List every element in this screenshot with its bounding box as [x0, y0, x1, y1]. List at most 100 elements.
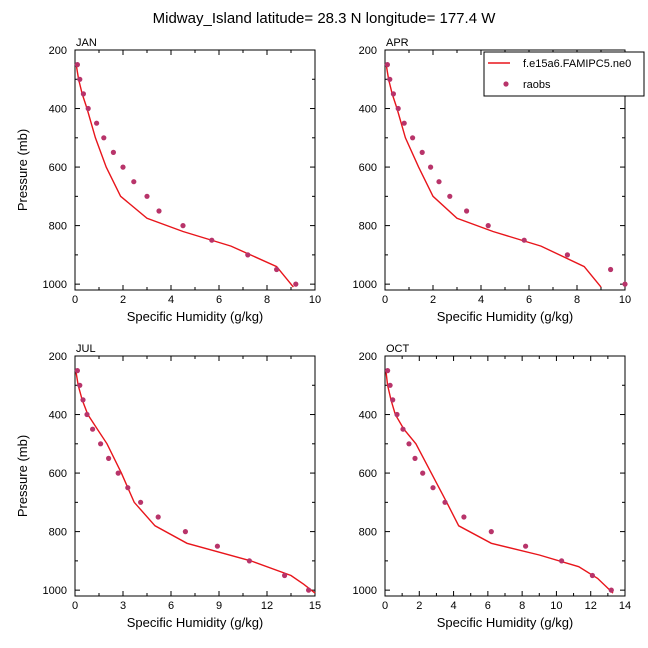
obs-point	[125, 485, 131, 491]
obs-point	[559, 558, 565, 564]
obs-point	[274, 266, 280, 273]
legend-box	[483, 51, 645, 97]
obs-point	[120, 164, 126, 170]
obs-point	[401, 120, 407, 126]
obs-point	[622, 281, 628, 287]
x-tick-label: 0	[382, 294, 388, 306]
obs-point	[485, 223, 491, 229]
obs-point	[436, 179, 442, 185]
obs-point	[180, 223, 186, 229]
obs-point	[115, 470, 121, 476]
y-tick-label: 1000	[353, 585, 377, 597]
obs-point	[282, 572, 288, 579]
obs-point	[387, 382, 393, 388]
x-tick-label: 2	[430, 294, 436, 306]
obs-point	[488, 529, 494, 535]
figure-title: Midway_Island latitude= 28.3 N longitude…	[153, 10, 497, 27]
x-tick-label: 3	[120, 600, 126, 612]
x-tick-label: 8	[574, 294, 580, 306]
obs-point	[80, 397, 86, 403]
y-tick-label: 800	[359, 527, 377, 539]
obs-point	[74, 368, 80, 374]
obs-point	[155, 514, 161, 520]
chart-legend: f.e15a6.FAMIPC5.ne0 raobs	[483, 51, 645, 97]
obs-point	[106, 455, 112, 461]
y-tick-label: 1000	[43, 585, 67, 597]
y-tick-label: 1000	[43, 279, 67, 291]
y-axis-label: Pressure (mb)	[15, 435, 30, 517]
x-tick-label: 12	[261, 600, 273, 612]
obs-point	[464, 208, 470, 214]
x-tick-label: 6	[168, 600, 174, 612]
panel-oct: 0 2 4 6 8 10 12 14 200 400 600 800 1000 OCT Specific H…	[353, 343, 632, 630]
legend-model-label: f.e15a6.FAMIPC5.ne0	[523, 58, 631, 70]
y-tick-label: 800	[49, 221, 67, 233]
obs-point	[390, 397, 396, 403]
x-tick-label: 10	[550, 600, 562, 612]
obs-point	[110, 149, 116, 155]
x-tick-label: 4	[478, 294, 484, 306]
obs-point	[94, 120, 100, 126]
obs-point	[428, 164, 434, 170]
obs-point	[608, 266, 614, 273]
y-tick-label: 800	[49, 527, 67, 539]
panel-apr: 0 2 4 6 8 10 200 400 600 800 1000 APR Specific Humid…	[353, 37, 632, 324]
obs-point	[442, 499, 448, 505]
x-tick-label: 2	[120, 294, 126, 306]
x-tick-label: 10	[309, 294, 321, 306]
x-tick-label: 2	[416, 600, 422, 612]
plot-frame	[74, 49, 316, 291]
obs-point	[410, 135, 416, 141]
y-tick-label: 800	[359, 221, 377, 233]
obs-point	[390, 91, 396, 97]
obs-point	[138, 499, 144, 505]
y-tick-label: 200	[49, 351, 67, 363]
obs-point	[385, 368, 391, 374]
obs-point	[400, 426, 406, 432]
plot-frame	[74, 355, 316, 597]
legend-obs-marker	[503, 81, 509, 87]
obs-point	[80, 91, 86, 97]
obs-point	[387, 76, 393, 82]
obs-point	[131, 179, 137, 185]
panel-label: JAN	[76, 37, 97, 49]
panel-label: OCT	[386, 343, 410, 355]
obs-point	[521, 237, 527, 243]
x-tick-label: 15	[309, 600, 321, 612]
obs-point	[406, 441, 412, 447]
obs-point	[84, 411, 90, 418]
obs-point	[74, 62, 80, 68]
x-tick-label: 4	[451, 600, 457, 612]
x-tick-label: 6	[526, 294, 532, 306]
obs-point	[589, 572, 596, 579]
y-axis-label: Pressure (mb)	[15, 129, 30, 211]
y-tick-label: 200	[359, 351, 377, 363]
obs-point	[608, 587, 614, 593]
x-tick-label: 14	[619, 600, 631, 612]
x-tick-label: 0	[72, 294, 78, 306]
y-tick-label: 600	[359, 468, 377, 480]
panel-label: JUL	[76, 343, 96, 355]
obs-point	[419, 149, 425, 155]
obs-point	[77, 76, 83, 82]
panel-jul: 0 3 6 9 12 15 200 400 600 800 1000 JUL Specific Humi…	[15, 343, 321, 630]
legend-obs-label: raobs	[523, 79, 551, 91]
obs-point	[101, 135, 107, 141]
plot-frame	[384, 355, 626, 597]
obs-point	[384, 62, 390, 68]
y-tick-label: 200	[359, 45, 377, 57]
obs-point	[90, 426, 96, 432]
obs-point	[293, 281, 299, 287]
model-profile-line	[75, 64, 294, 288]
obs-point	[209, 237, 215, 243]
y-tick-label: 600	[359, 162, 377, 174]
obs-point	[246, 558, 252, 564]
y-tick-label: 1000	[353, 279, 377, 291]
obs-point	[214, 543, 220, 549]
obs-point	[98, 441, 104, 447]
y-tick-label: 400	[359, 104, 377, 116]
model-profile-line	[385, 370, 614, 594]
x-tick-label: 10	[619, 294, 631, 306]
obs-point	[245, 252, 251, 258]
